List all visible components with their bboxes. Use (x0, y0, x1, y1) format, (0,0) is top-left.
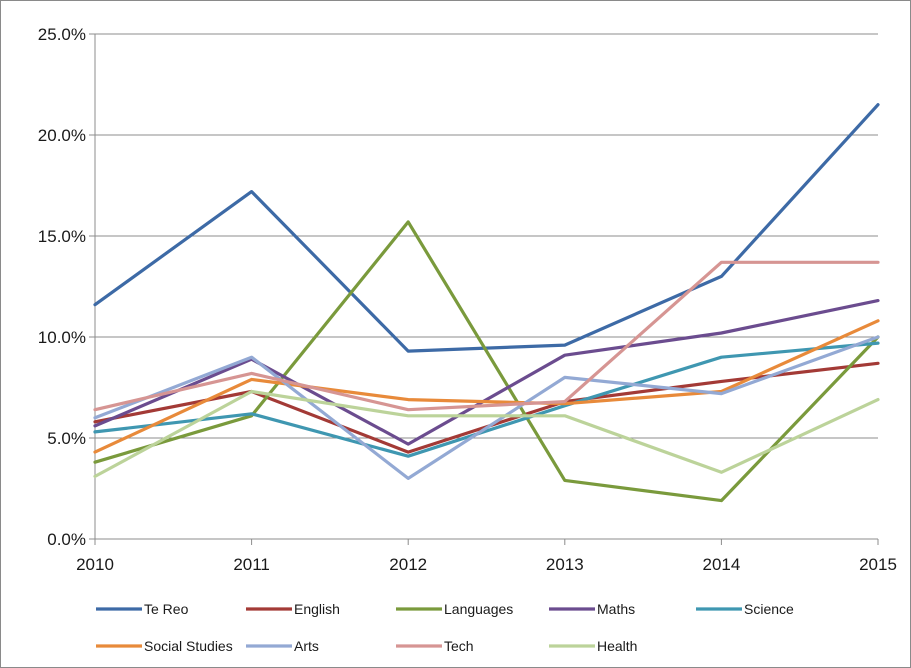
x-tick-label: 2013 (546, 555, 584, 574)
y-tick-label: 20.0% (38, 126, 86, 145)
series-line-maths (93, 299, 880, 446)
legend: Te Reo English Languages Maths Science Social… (96, 601, 794, 654)
y-tick-label: 0.0% (47, 530, 86, 549)
x-tick-label: 2012 (389, 555, 427, 574)
y-tick-label: 10.0% (38, 328, 86, 347)
y-tick-label: 25.0% (38, 25, 86, 44)
legend-label: Science (744, 601, 794, 617)
gridlines (94, 33, 878, 540)
series-line-social-studies (93, 319, 880, 454)
legend-label: English (294, 601, 340, 617)
y-axis-ticks: 0.0% 5.0% 10.0% 15.0% 20.0% 25.0% (38, 25, 95, 549)
series-line-science (93, 341, 880, 458)
x-tick-label: 2011 (233, 555, 270, 574)
legend-label: Tech (444, 638, 474, 654)
series-line-languages (93, 220, 880, 503)
legend-label: Languages (444, 601, 513, 617)
series-line-tech (93, 260, 880, 412)
series-line-te-reo (93, 103, 880, 353)
x-tick-label: 2015 (859, 555, 897, 574)
legend-label: Maths (597, 601, 635, 617)
legend-label: Arts (294, 638, 319, 654)
y-tick-label: 15.0% (38, 227, 86, 246)
x-tick-label: 2010 (76, 555, 114, 574)
x-tick-label: 2014 (702, 555, 740, 574)
y-tick-label: 5.0% (47, 429, 86, 448)
x-axis-ticks: 2010 2011 2012 2013 2014 2015 (76, 539, 897, 574)
legend-label: Social Studies (144, 638, 233, 654)
legend-label: Health (597, 638, 637, 654)
series-line-health (93, 389, 880, 478)
series-lines (93, 103, 880, 503)
legend-label: Te Reo (144, 601, 189, 617)
series-line-arts (93, 335, 880, 480)
